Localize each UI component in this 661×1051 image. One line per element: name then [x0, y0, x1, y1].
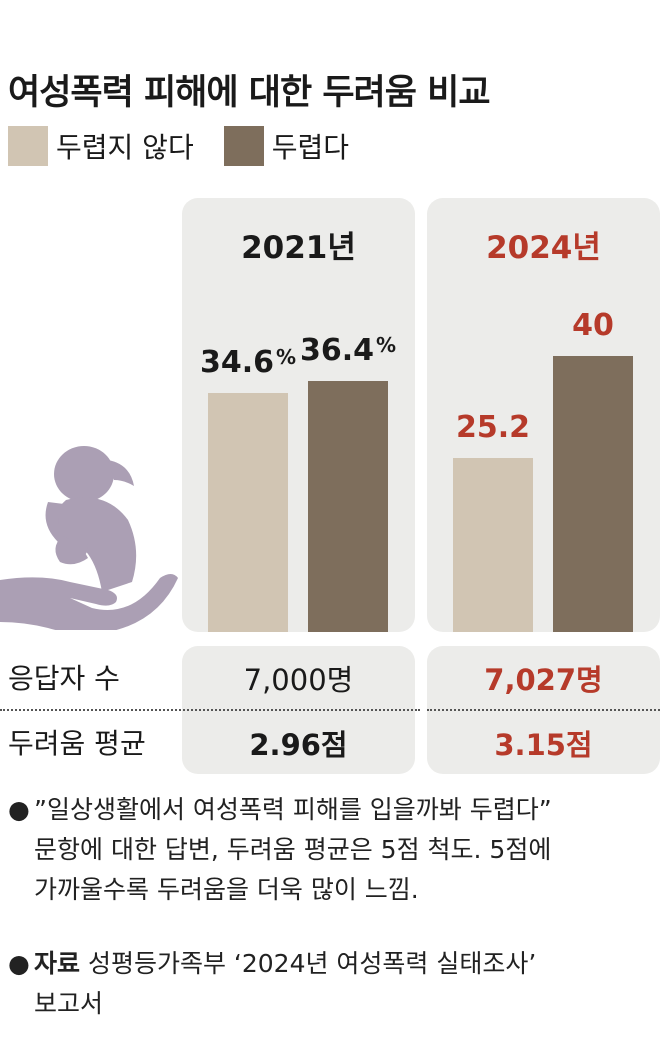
- row-label-respondents: 응답자 수: [8, 662, 120, 695]
- legend-swatch-afraid: [223, 126, 264, 166]
- bar-label-2024-not-afraid: 25.2: [455, 409, 531, 445]
- fear-average-2024: 3.15점: [494, 728, 593, 762]
- row-divider: [0, 709, 420, 711]
- year-label-2021: 2021년: [241, 230, 356, 266]
- bar-2024-afraid: [553, 355, 633, 632]
- legend: 두렵지 않다 두렵다: [8, 122, 379, 170]
- legend-item-not-afraid: 두렵지 않다: [8, 126, 194, 166]
- footnote: ● ”일상생활에서 여성폭력 피해를 입을까봐 두렵다” 문항에 대한 답변, 두…: [8, 795, 552, 904]
- year-label-2024: 2024년: [486, 230, 601, 266]
- legend-item-afraid: 두렵다: [223, 126, 349, 166]
- legend-swatch-not-afraid: [8, 126, 48, 166]
- hand-holding-child-icon: [0, 446, 178, 630]
- bar-label-2021-not-afraid: 34.6%: [199, 344, 297, 380]
- respondents-2024: 7,027명: [484, 663, 603, 697]
- bar-2021-not-afraid: [208, 392, 288, 632]
- legend-label-afraid: 두렵다: [271, 131, 349, 164]
- row-label-fear-average: 두려움 평균: [8, 727, 146, 760]
- chart-title: 여성폭력 피해에 대한 두려움 비교: [8, 73, 491, 113]
- bar-label-2021-afraid: 36.4%: [299, 332, 397, 368]
- legend-label-not-afraid: 두렵지 않다: [56, 131, 194, 164]
- bar-label-2024-afraid: 40: [572, 307, 614, 343]
- bar-2024-not-afraid: [453, 457, 533, 632]
- source-note: ● 자료 성평등가족부 ‘2024년 여성폭력 실태조사’ 보고서: [8, 949, 537, 1018]
- fear-average-2021: 2.96점: [249, 728, 348, 762]
- respondents-2021: 7,000명: [243, 663, 354, 697]
- row-divider-2024: [427, 709, 660, 711]
- bar-2021-afraid: [308, 380, 388, 632]
